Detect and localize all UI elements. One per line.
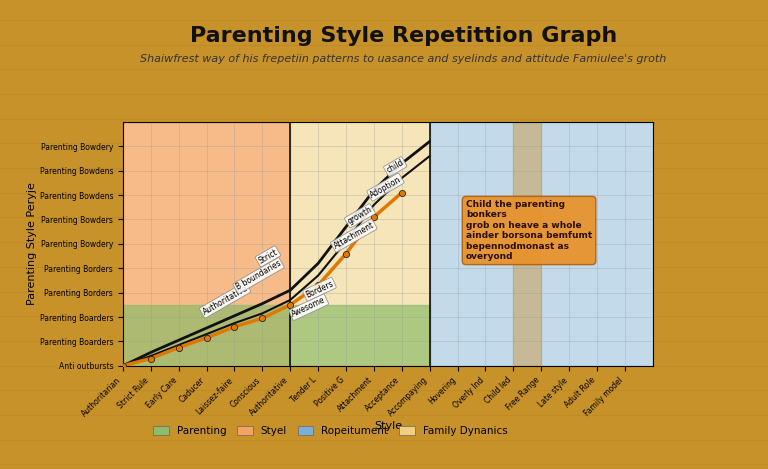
Text: Parenting Style Repetittion Graph: Parenting Style Repetittion Graph: [190, 26, 617, 46]
Text: Borders: Borders: [304, 279, 335, 300]
Text: Attachment: Attachment: [332, 220, 376, 251]
Text: child: child: [385, 158, 406, 175]
Bar: [123, 305, 429, 366]
Bar: [513, 122, 541, 366]
Bar: [290, 122, 429, 366]
Bar: [123, 122, 290, 366]
Y-axis label: Parenting Style Peryje: Parenting Style Peryje: [27, 182, 37, 305]
Text: Authoritative: Authoritative: [201, 283, 250, 317]
Text: growth: growth: [346, 205, 374, 227]
Text: Adoption: Adoption: [369, 174, 402, 199]
Text: Awesome: Awesome: [290, 295, 327, 319]
X-axis label: Style: Style: [374, 421, 402, 431]
Text: Child the parenting
bonkers
grob on heave a whole
ainder borsona bemfumt
bepenno: Child the parenting bonkers grob on heav…: [466, 200, 592, 261]
Bar: [429, 122, 653, 366]
Text: Strict: Strict: [257, 247, 279, 265]
Text: Shaiwfrest way of his frepetiin patterns to uasance and syelinds and attitude Fa: Shaiwfrest way of his frepetiin patterns…: [140, 54, 667, 64]
Legend: Parenting, Styel, Ropeitument, Family Dynanics: Parenting, Styel, Ropeitument, Family Dy…: [149, 422, 511, 440]
Text: B boundaries: B boundaries: [234, 259, 283, 292]
